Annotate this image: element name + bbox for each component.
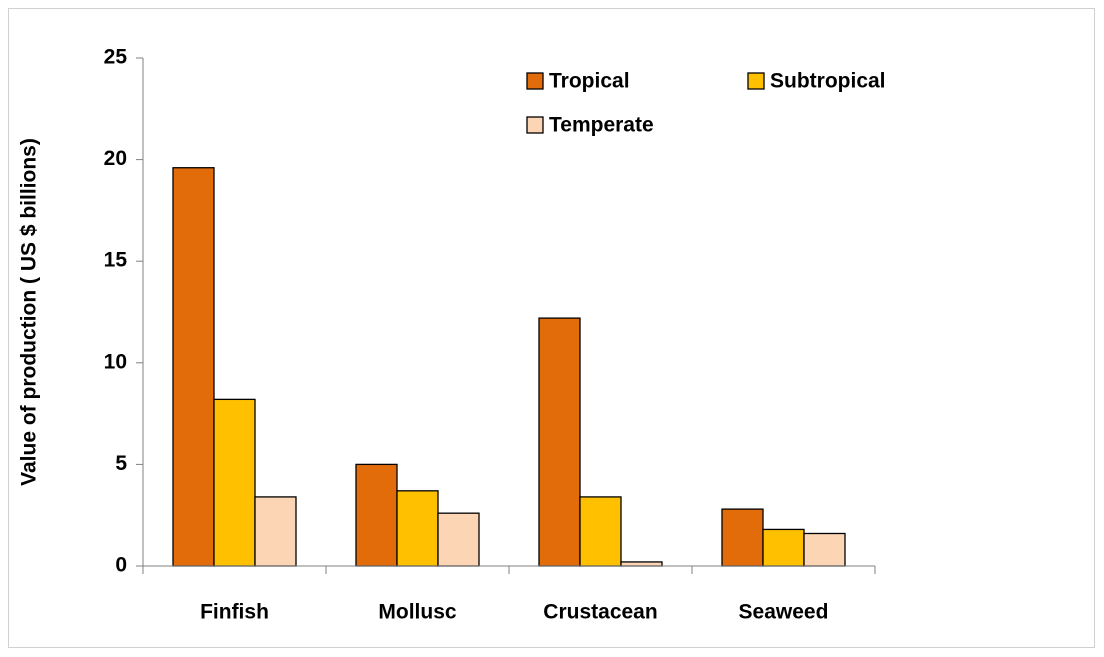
y-axis-label: Value of production ( US $ billions)	[18, 138, 41, 486]
bar	[172, 167, 215, 567]
x-tick-label: Finfish	[200, 601, 269, 624]
legend-swatch	[526, 116, 544, 134]
bar	[254, 496, 297, 567]
y-tick-label: 15	[104, 249, 128, 272]
y-tick-label: 25	[104, 46, 128, 69]
bar	[538, 317, 581, 567]
bar	[620, 561, 663, 567]
bar	[803, 532, 846, 567]
x-tick-label: Mollusc	[378, 601, 456, 624]
bar	[437, 512, 480, 567]
legend-swatch	[526, 72, 544, 90]
y-tick-label: 5	[115, 452, 127, 475]
x-tick-label: Seaweed	[739, 601, 829, 624]
bar	[721, 508, 764, 567]
y-tick-label: 0	[115, 554, 127, 577]
bar	[213, 398, 256, 567]
bar	[579, 496, 622, 567]
legend-label: Temperate	[549, 114, 654, 137]
y-tick-label: 20	[104, 147, 127, 170]
legend-label: Subtropical	[770, 70, 886, 93]
y-tick-label: 10	[104, 350, 127, 373]
bar	[355, 463, 398, 567]
legend-swatch	[747, 72, 765, 90]
bar	[396, 490, 439, 567]
legend-label: Tropical	[549, 70, 630, 93]
bar	[762, 528, 805, 567]
x-tick-label: Crustacean	[543, 601, 657, 624]
